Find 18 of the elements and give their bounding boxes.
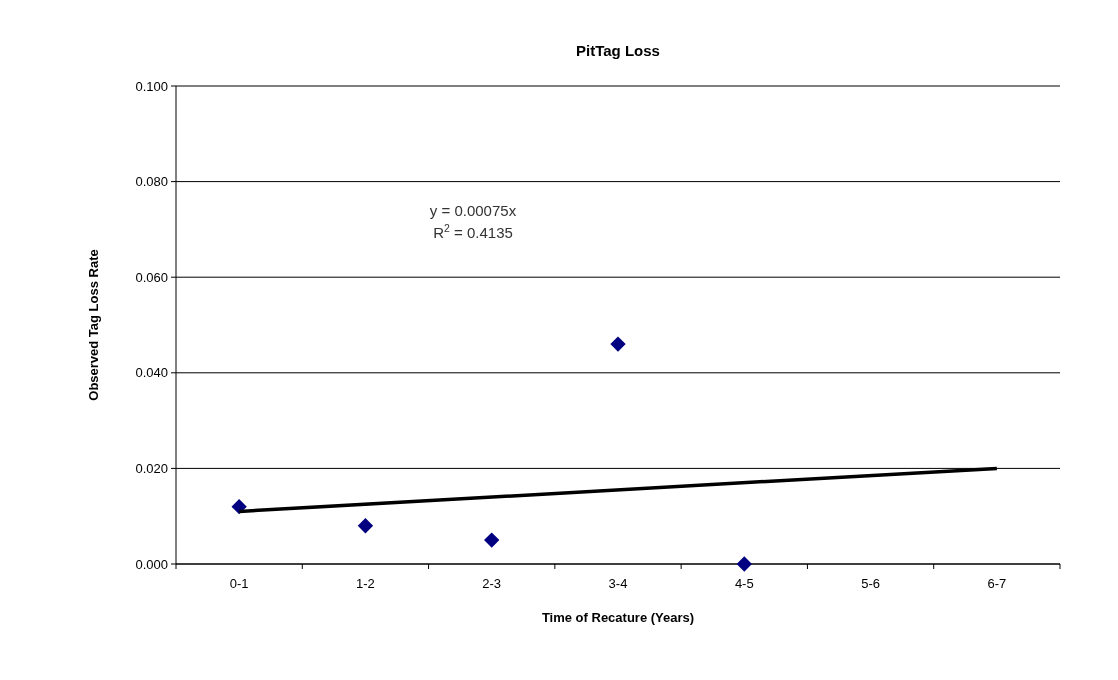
x-tick-label: 3-4 bbox=[608, 576, 628, 591]
y-tick-label: 0.000 bbox=[135, 556, 168, 572]
annotation: R$^{2}$ = 0.4135 bbox=[433, 222, 513, 241]
y-axis-title: Observed Tag Loss Rate bbox=[86, 249, 101, 401]
x-tick-label: 0-1 bbox=[229, 576, 249, 591]
x-tick-label: 4-5 bbox=[734, 576, 754, 591]
y-tick-label: 0.100 bbox=[135, 78, 168, 94]
x-tick-label: 6-7 bbox=[987, 576, 1007, 591]
y-tick-label: 0.080 bbox=[135, 174, 168, 190]
y-tick-label: 0.020 bbox=[135, 460, 168, 476]
x-axis-title: Time of Recature (Years) bbox=[541, 610, 695, 625]
x-tick-label: 2-3 bbox=[482, 576, 502, 591]
x-tick-label: 1-2 bbox=[356, 576, 375, 591]
y-tick-label: 0.040 bbox=[135, 365, 168, 381]
y-tick-label: 0.060 bbox=[135, 269, 168, 285]
x-tick-label: 5-6 bbox=[861, 576, 880, 591]
chart-title: PitTag Loss bbox=[576, 42, 660, 59]
annotation: y = 0.00075x bbox=[429, 202, 517, 219]
